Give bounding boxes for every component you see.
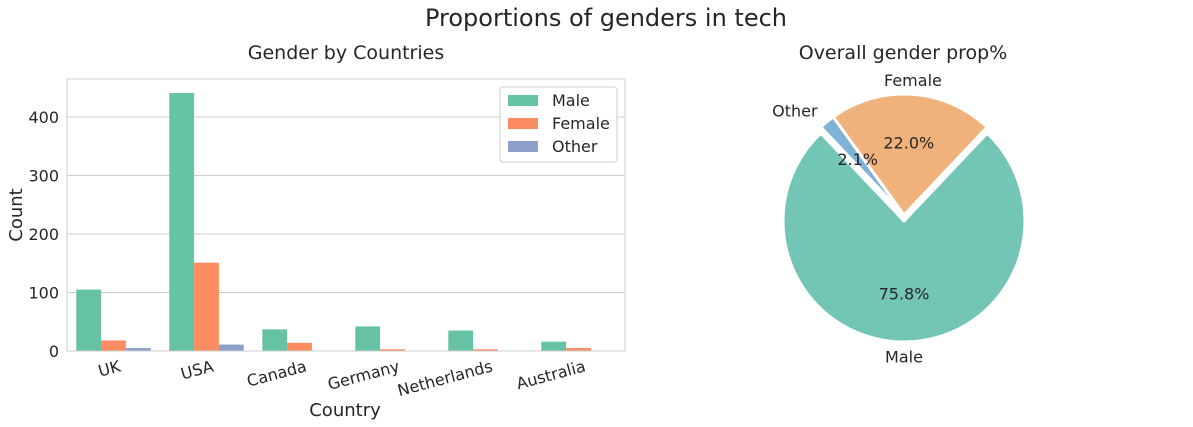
bar-female-germany (380, 349, 405, 351)
legend-label-male: Male (552, 91, 590, 110)
bar-other-uk (125, 348, 151, 351)
bar-plot-frame (66, 78, 626, 352)
legend-label-other: Other (552, 137, 598, 156)
y-tick-label: 0 (49, 342, 59, 361)
bar-male-usa (169, 93, 195, 352)
pie-label-other: Other (772, 102, 818, 121)
bar-chart: Gender by Countries 0 100 200 300 400 UK USA C… (6, 42, 626, 421)
bar-female-usa (194, 262, 219, 351)
y-tick-labels: 0 100 200 300 400 (28, 108, 59, 361)
legend: Male Female Other (499, 86, 618, 163)
y-tick-label: 400 (28, 108, 59, 127)
bar-chart-title: Gender by Countries (248, 42, 445, 64)
pie-labels: Male 75.8% Female 22.0% Other 2.1% (772, 71, 942, 367)
y-tick-label: 300 (28, 167, 59, 186)
x-tick-label: UK (96, 356, 123, 380)
x-tick-label: Netherlands (395, 357, 494, 401)
bar-male-uk (76, 289, 102, 351)
bar-female-australia (566, 348, 591, 351)
y-tick-label: 100 (28, 284, 59, 303)
pie-pct-other: 2.1% (837, 150, 878, 169)
pie-pct-female: 22.0% (883, 134, 934, 153)
bar-other-usa (218, 344, 244, 351)
legend-label-female: Female (552, 114, 610, 133)
bar-male-netherlands (448, 330, 474, 351)
x-tick-label: Australia (514, 357, 587, 394)
bar-male-germany (355, 326, 381, 351)
pie-label-female: Female (884, 71, 942, 90)
bar-marks (76, 93, 591, 352)
y-axis-label: Count (6, 188, 27, 241)
bar-male-canada (262, 329, 288, 351)
x-axis-label: Country (309, 400, 381, 421)
legend-swatch-other (508, 141, 538, 152)
x-tick-label: Canada (245, 357, 309, 391)
y-tick-label: 200 (28, 225, 59, 244)
pie-slice-female (831, 92, 989, 217)
figure-title: Proportions of genders in tech (425, 4, 787, 32)
bar-female-canada (287, 342, 312, 351)
pie-pct-male: 75.8% (879, 285, 930, 304)
pie-chart: Overall gender prop% Male 75.8% Female 22.0… (772, 42, 1027, 367)
x-tick-label: Germany (326, 357, 402, 394)
bar-female-uk (101, 340, 126, 351)
pie-slice-male (781, 131, 1027, 344)
legend-swatch-male (508, 95, 538, 106)
legend-items: Male Female Other (508, 91, 610, 156)
x-tick-label: USA (179, 356, 216, 383)
pie-slices (781, 92, 1027, 344)
pie-slice-other (819, 115, 906, 217)
pie-chart-title: Overall gender prop% (799, 42, 1008, 64)
pie-label-male: Male (885, 348, 923, 367)
bar-male-australia (541, 341, 567, 351)
legend-swatch-female (508, 118, 538, 129)
bar-female-netherlands (473, 349, 498, 351)
